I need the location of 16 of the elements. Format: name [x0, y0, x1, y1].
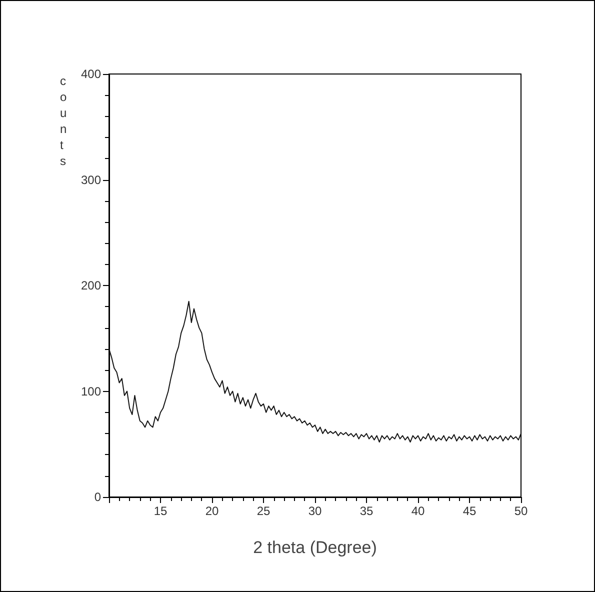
x-axis-title: 2 theta (Degree)	[253, 538, 377, 557]
x-tick-label: 35	[360, 504, 374, 518]
y-tick-label: 400	[80, 67, 102, 81]
x-tick-label: 15	[154, 504, 168, 518]
x-tick-label: 50	[514, 504, 528, 518]
y-tick-label: 200	[80, 278, 102, 292]
x-tick-label: 45	[462, 504, 476, 518]
line-series	[108, 300, 522, 443]
y-tick-label: 0	[94, 490, 102, 504]
y-tick-label: 300	[80, 172, 102, 187]
y-tick-label: 100	[80, 384, 102, 398]
x-tick-label: 25	[256, 504, 270, 518]
x-tick-label: 30	[308, 504, 322, 518]
y-axis-title: counts	[60, 74, 67, 168]
x-tick-label: 40	[411, 504, 425, 518]
x-tick-label: 20	[205, 504, 219, 518]
